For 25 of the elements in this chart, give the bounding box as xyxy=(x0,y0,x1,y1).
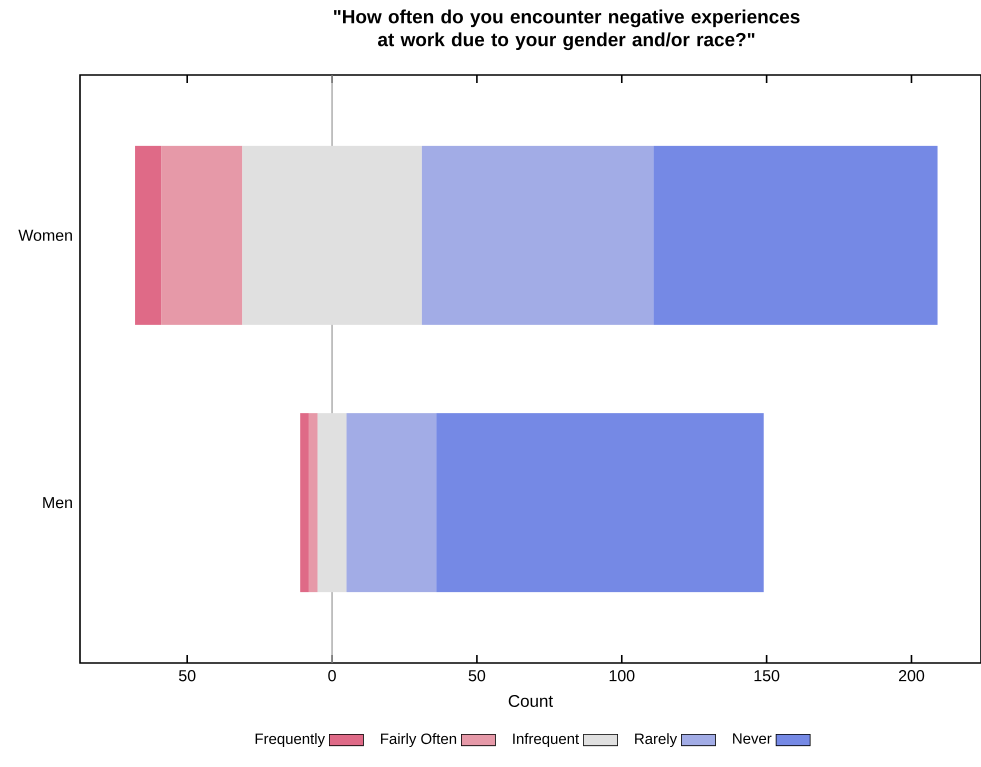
bar xyxy=(135,146,162,325)
bar xyxy=(654,146,938,325)
x-tick-label: 100 xyxy=(610,670,634,682)
x-tick-label: 150 xyxy=(754,670,780,682)
bar xyxy=(436,413,764,592)
bar xyxy=(242,146,422,325)
x-tick-label: 0 xyxy=(328,670,336,682)
legend-label: Never xyxy=(733,733,772,744)
legend-label: Rarely xyxy=(635,733,678,748)
legend-label: Fairly Often xyxy=(381,733,456,748)
bar xyxy=(161,146,242,325)
bar xyxy=(346,413,436,592)
x-tick-label: 50 xyxy=(468,670,486,682)
bar xyxy=(308,413,318,592)
bar xyxy=(300,413,309,592)
x-axis-title: Count xyxy=(508,695,553,707)
x-tick-label: 50 xyxy=(178,670,196,682)
legend-label: Frequently xyxy=(256,733,325,748)
legend-label: Infrequent xyxy=(513,733,580,748)
bar xyxy=(422,146,654,325)
y-tick-label: Men xyxy=(43,497,72,508)
bar xyxy=(318,413,347,592)
x-tick-label: 200 xyxy=(898,670,924,682)
chart-title: "How often do you encounter negative experiences at work due to your gender and/or race?" xyxy=(334,9,800,50)
y-tick-label: Women xyxy=(18,230,72,241)
